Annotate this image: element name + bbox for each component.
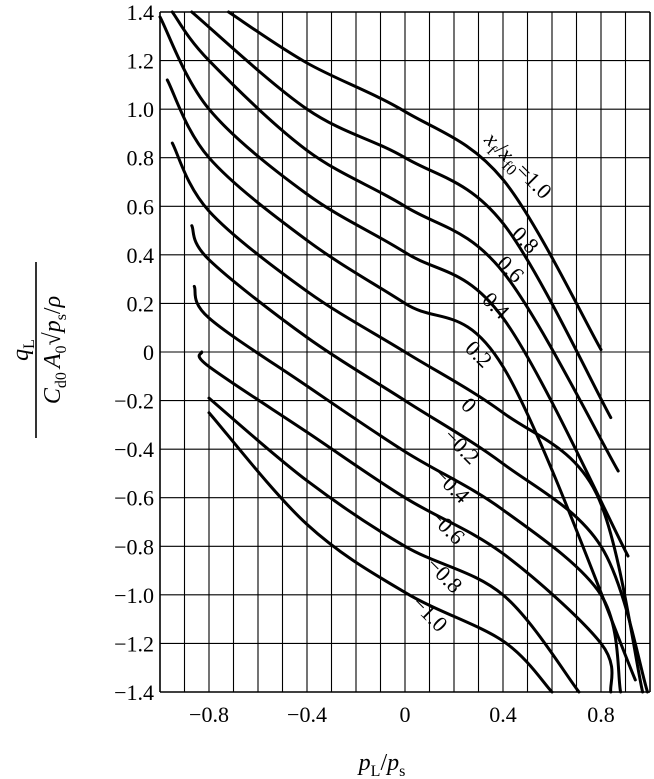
- y-tick-label: −1.0: [114, 583, 154, 608]
- x-tick-label: 0.4: [489, 702, 517, 727]
- y-axis-denominator: Cd0A0√ps/ρ: [40, 296, 70, 404]
- x-axis-title: pL/ps: [357, 750, 406, 779]
- y-tick-labels: 1.4 1.2 1.0 0.8 0.6 0.4 0.2 0 −0.2 −0.4 −0.6 −0.8 −1…: [114, 0, 154, 705]
- y-tick-label: −1.2: [114, 631, 154, 656]
- curve-labels: 0.80.60.40.20−0.2−0.4−0.6−0.8−1.0: [407, 221, 544, 637]
- x-tick-label: 0.8: [587, 702, 615, 727]
- y-tick-label: 0.8: [127, 146, 155, 171]
- series-curve: [170, 10, 620, 473]
- series-curve: [190, 224, 649, 694]
- x-tick-labels: −0.8 −0.4 0 0.4 0.8: [189, 702, 615, 727]
- series-curve: [207, 411, 554, 694]
- x-tick-label: 0: [400, 702, 411, 727]
- y-tick-label: −0.4: [114, 437, 154, 462]
- series-curve: [207, 396, 581, 694]
- series-curve: [158, 15, 630, 558]
- series-curve: [170, 141, 645, 694]
- y-tick-label: 1.0: [127, 97, 155, 122]
- y-tick-label: −0.8: [114, 534, 154, 559]
- series-curve: [165, 78, 637, 682]
- y-tick-label: 0.6: [127, 194, 155, 219]
- series-curve: [197, 350, 614, 694]
- curve-label: 0.4: [477, 287, 514, 324]
- y-tick-label: 0.2: [127, 291, 155, 316]
- x-tick-label: −0.8: [189, 702, 229, 727]
- series-curve: [190, 10, 613, 420]
- y-tick-label: 1.4: [127, 0, 155, 25]
- series-curve: [192, 284, 623, 694]
- y-tick-label: −0.2: [114, 389, 154, 414]
- x-tick-label: −0.4: [287, 702, 327, 727]
- y-axis-numerator: qL: [8, 339, 38, 361]
- y-axis-title: qL Cd0A0√ps/ρ: [8, 262, 70, 438]
- curve-label: 0.2: [460, 335, 497, 372]
- series-curve: [227, 10, 603, 352]
- y-tick-label: 1.2: [127, 49, 155, 74]
- y-tick-label: 0: [143, 340, 154, 365]
- curve-label: −0.6: [424, 503, 470, 549]
- y-tick-label: −0.6: [114, 486, 154, 511]
- y-tick-label: −1.4: [114, 680, 154, 705]
- curves: [158, 10, 649, 694]
- y-tick-label: 0.4: [127, 243, 155, 268]
